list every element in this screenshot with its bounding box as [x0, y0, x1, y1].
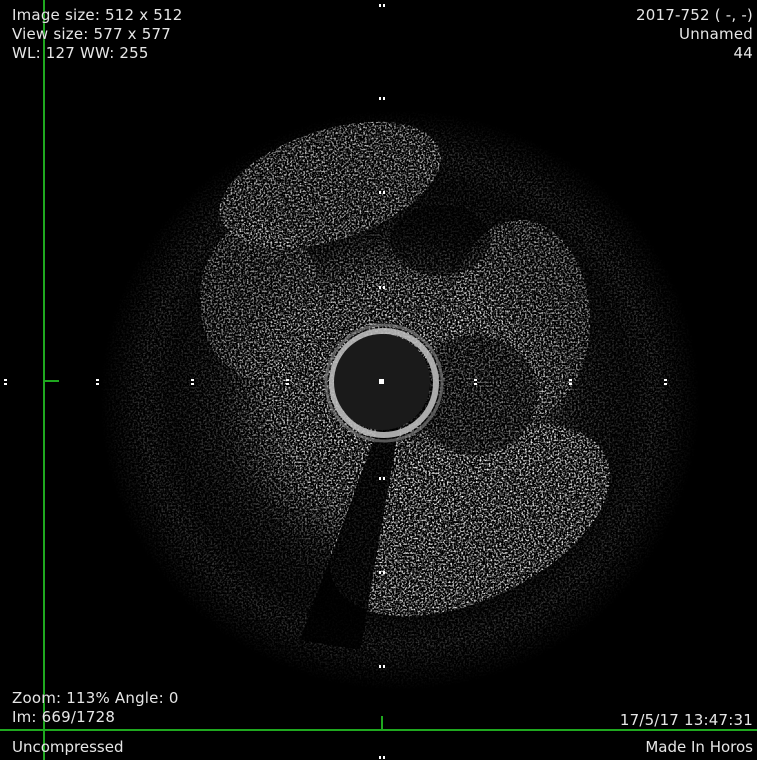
overlay-bottom-left: Zoom: 113% Angle: 0 Im: 669/1728 [12, 689, 179, 727]
overlay-top-right: 2017-752 ( -, -) Unnamed 44 [636, 6, 753, 63]
window-level-label: WL: 127 WW: 255 [12, 44, 149, 62]
acquisition-datetime-label: 17/5/17 13:47:31 [619, 711, 753, 729]
scale-marker [379, 97, 385, 100]
scale-marker [379, 571, 385, 574]
scale-marker [474, 379, 477, 385]
scale-marker [379, 477, 385, 480]
overlay-top-left: Image size: 512 x 512 View size: 577 x 5… [12, 6, 183, 63]
image-index-label: Im: 669/1728 [12, 708, 116, 726]
patient-name-label: Unnamed [679, 25, 753, 43]
scale-marker [379, 191, 385, 194]
scale-marker [191, 379, 194, 385]
scale-marker [379, 4, 385, 7]
view-size-label: View size: 577 x 577 [12, 25, 171, 43]
scale-marker [379, 286, 385, 289]
crosshair-tick-bottom [381, 716, 383, 729]
scale-marker [96, 379, 99, 385]
zoom-angle-label: Zoom: 113% Angle: 0 [12, 689, 179, 707]
crosshair-horizontal-line[interactable] [0, 729, 757, 731]
scale-marker [569, 379, 572, 385]
scale-marker [286, 379, 289, 385]
image-size-label: Image size: 512 x 512 [12, 6, 183, 24]
crosshair-tick-left [43, 380, 59, 382]
compression-status-label: Uncompressed [12, 738, 124, 756]
series-number-label: 44 [733, 44, 753, 62]
scale-marker [664, 379, 667, 385]
scale-marker [379, 665, 385, 668]
patient-id-label: 2017-752 ( -, -) [635, 6, 753, 24]
scale-marker [379, 756, 385, 759]
app-credit-label: Made In Horos [645, 738, 753, 756]
scale-marker [4, 379, 7, 385]
